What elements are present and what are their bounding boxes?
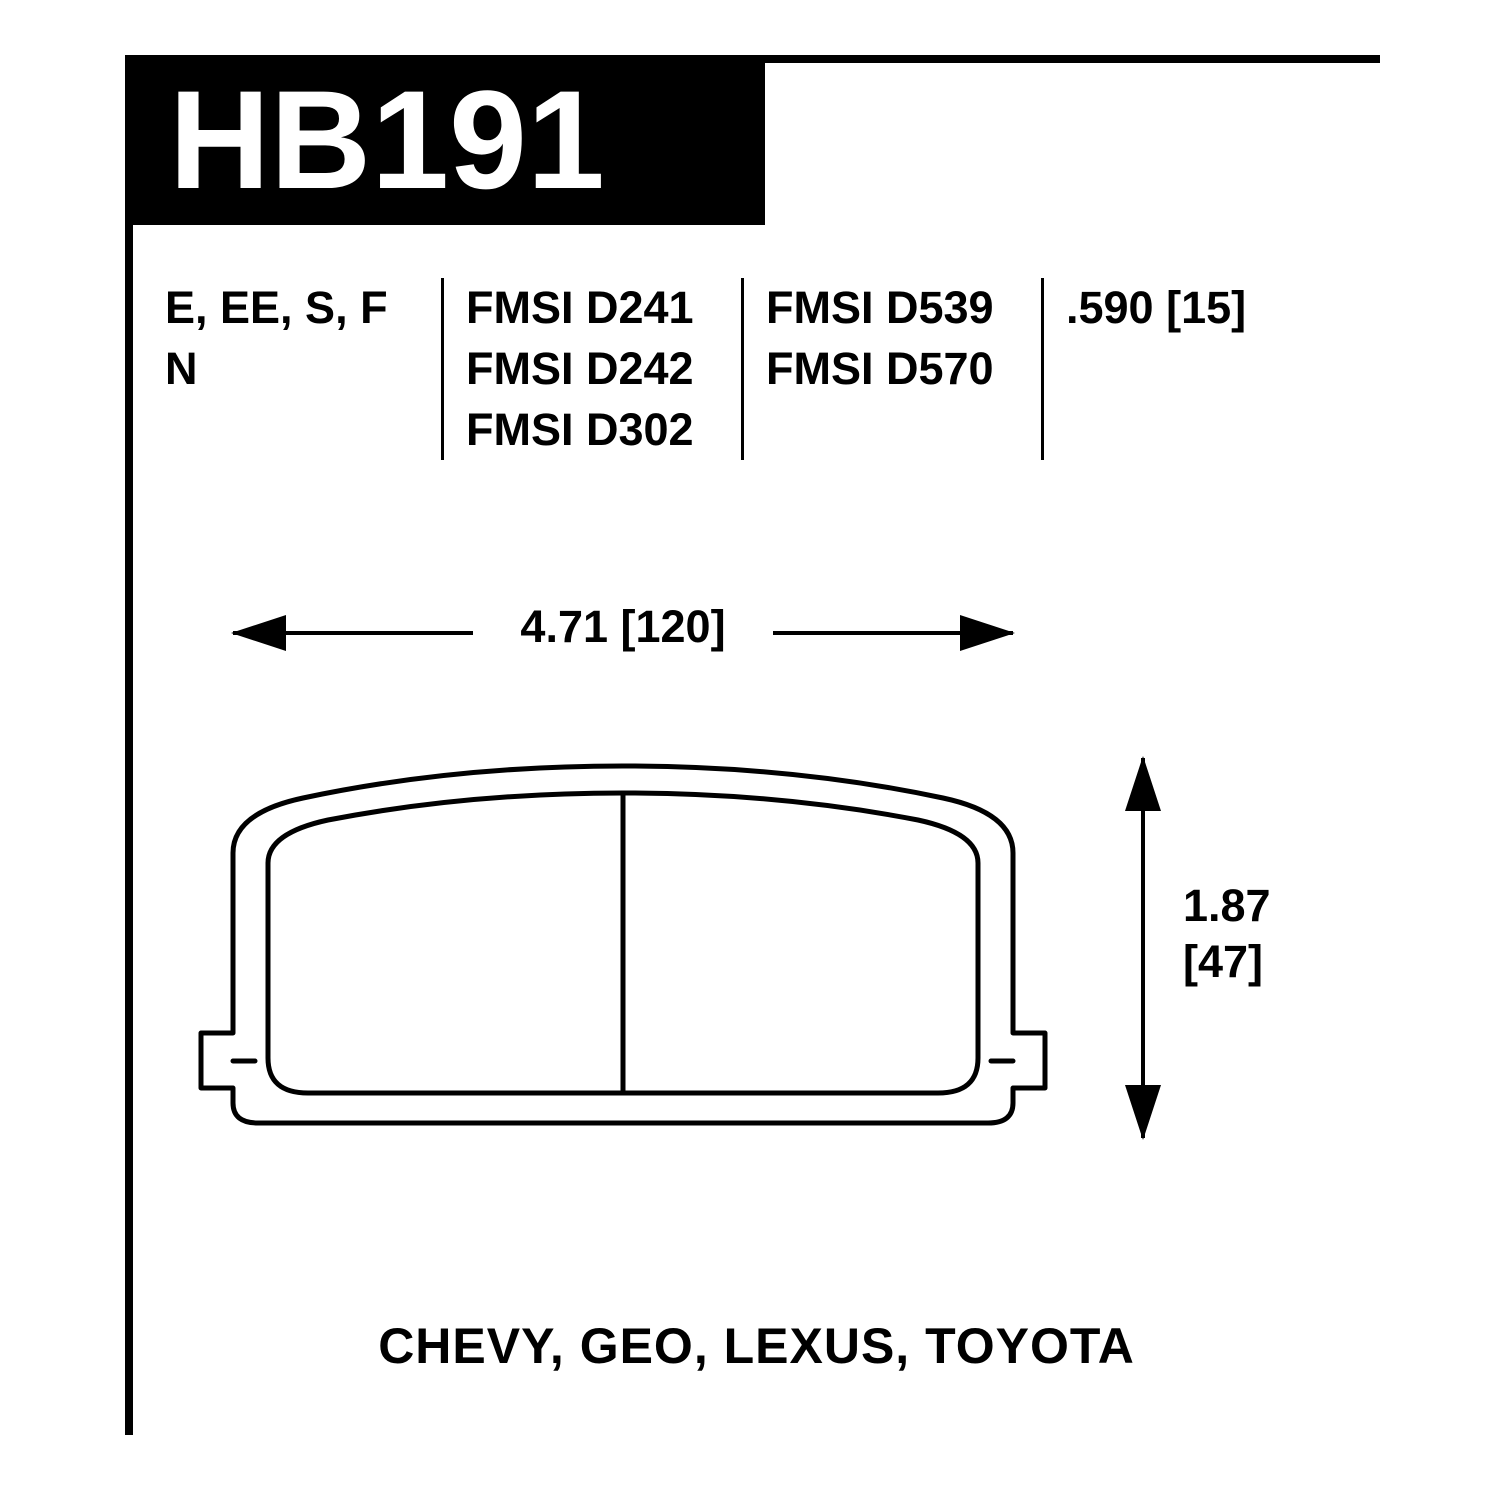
spec-value: E, EE, S, F: [165, 278, 419, 339]
spec-col-fmsi-b: FMSI D539 FMSI D570: [741, 278, 1041, 460]
spec-value: FMSI D570: [766, 339, 1019, 400]
arrow-left-icon: [231, 615, 286, 651]
spec-col-compounds: E, EE, S, F N: [161, 278, 441, 460]
arrow-right-icon: [960, 615, 1015, 651]
dimension-height: 1.87 [47]: [1093, 758, 1353, 1138]
spec-value: FMSI D242: [466, 339, 719, 400]
spec-col-fmsi-a: FMSI D241 FMSI D242 FMSI D302: [441, 278, 741, 460]
part-number: HB191: [169, 59, 605, 221]
dimension-width-label: 4.71 [120]: [473, 601, 773, 653]
spec-sheet: HB191 E, EE, S, F N FMSI D241 FMSI D242 …: [125, 55, 1380, 1435]
spec-value: N: [165, 339, 419, 400]
brake-pad-outline: [193, 758, 1053, 1138]
diagram-area: 4.71 [120] 1.87 [47]: [133, 563, 1388, 1263]
spec-value: FMSI D241: [466, 278, 719, 339]
spec-row: E, EE, S, F N FMSI D241 FMSI D242 FMSI D…: [161, 278, 1380, 460]
spec-value: FMSI D302: [466, 400, 719, 461]
spec-col-thickness: .590 [15]: [1041, 278, 1380, 460]
title-bar: HB191: [125, 55, 765, 225]
vehicle-makes: CHEVY, GEO, LEXUS, TOYOTA: [133, 1317, 1380, 1375]
dim-height-mm: [47]: [1183, 934, 1271, 990]
dimension-height-label: 1.87 [47]: [1183, 878, 1271, 991]
dim-height-in: 1.87: [1183, 878, 1271, 934]
dimension-line: [1141, 758, 1145, 1138]
spec-value: FMSI D539: [766, 278, 1019, 339]
arrow-down-icon: [1125, 1085, 1161, 1140]
spec-value: .590 [15]: [1066, 278, 1380, 339]
arrow-up-icon: [1125, 756, 1161, 811]
dimension-width: 4.71 [120]: [233, 603, 1013, 663]
